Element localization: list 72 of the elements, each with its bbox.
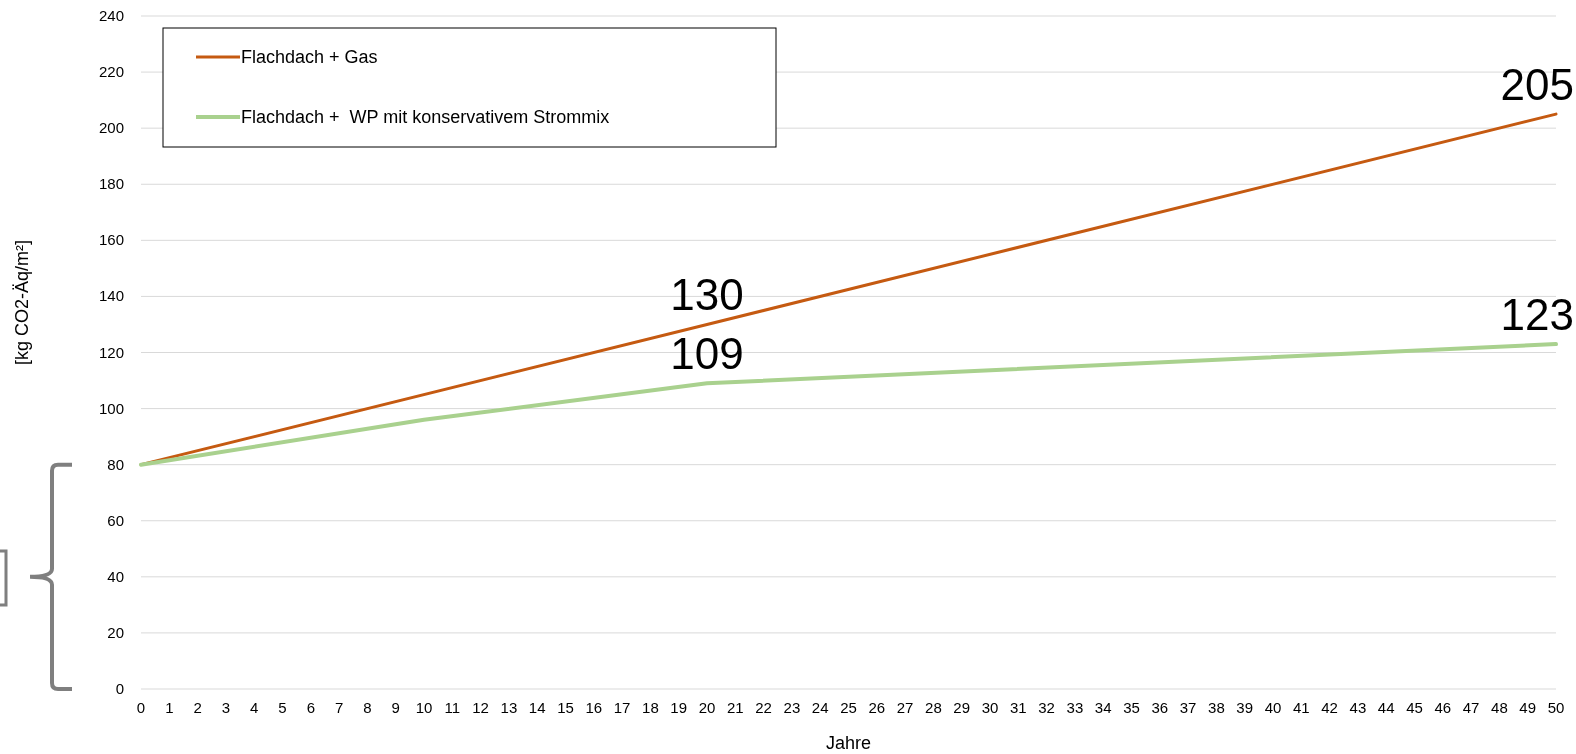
data-label: 205 (1500, 60, 1574, 110)
x-tick-label: 38 (1208, 699, 1225, 716)
data-label: 130 (670, 270, 744, 320)
x-tick-label: 37 (1179, 699, 1197, 716)
x-tick-label: 49 (1519, 699, 1537, 716)
x-tick-label: 17 (613, 699, 631, 716)
x-tick-label: 0 (136, 699, 146, 716)
y-tick-label: 60 (107, 511, 124, 529)
x-tick-label: 40 (1264, 699, 1282, 716)
x-tick-label: 21 (726, 699, 744, 716)
y-tick-label: 220 (98, 63, 124, 81)
x-tick-label: 26 (868, 699, 886, 716)
x-tick-label: 33 (1066, 699, 1084, 716)
x-tick-label: 41 (1292, 699, 1310, 716)
x-tick-label: 3 (221, 699, 231, 716)
x-tick-label: 4 (250, 699, 259, 716)
x-tick-label: 14 (528, 699, 546, 716)
x-tick-label: 7 (334, 699, 344, 716)
x-tick-label: 39 (1236, 699, 1254, 716)
y-tick-label: 100 (98, 399, 124, 417)
x-tick-label: 11 (444, 699, 461, 716)
x-tick-label: 22 (755, 699, 772, 716)
legend-label: Flachdach + WP mit konservativem Strommix (241, 107, 610, 127)
x-tick-label: 27 (896, 699, 914, 716)
x-tick-label: 30 (981, 699, 999, 716)
y-tick-label: 20 (107, 623, 124, 641)
y-axis-title: [kg CO2-Äq/m²] (12, 239, 32, 366)
x-tick-label: 48 (1491, 699, 1508, 716)
x-tick-label: 23 (783, 699, 801, 716)
x-tick-label: 19 (670, 699, 688, 716)
x-tick-label: 24 (811, 699, 829, 716)
x-tick-label: 46 (1434, 699, 1452, 716)
x-axis-title: Jahre (825, 733, 872, 753)
y-tick-label: 120 (98, 343, 124, 361)
x-tick-label: 5 (278, 699, 287, 716)
x-tick-label: 47 (1462, 699, 1480, 716)
x-tick-label: 16 (585, 699, 603, 716)
x-tick-label: 45 (1406, 699, 1423, 716)
x-tick-label: 9 (391, 699, 400, 716)
x-tick-label: 34 (1094, 699, 1112, 716)
x-tick-label: 25 (840, 699, 857, 716)
x-tick-label: 18 (642, 699, 659, 716)
x-tick-label: 44 (1377, 699, 1395, 716)
x-tick-label: 36 (1151, 699, 1169, 716)
x-tick-label: 2 (193, 699, 202, 716)
x-tick-label: 15 (557, 699, 574, 716)
x-tick-label: 20 (698, 699, 716, 716)
x-tick-label: 10 (415, 699, 433, 716)
y-tick-label: 180 (98, 175, 124, 193)
y-tick-label: 140 (98, 287, 124, 305)
y-tick-label: 40 (107, 567, 124, 585)
x-tick-label: 6 (306, 699, 315, 716)
x-tick-label: 12 (472, 699, 489, 716)
x-tick-label: 50 (1547, 699, 1565, 716)
x-tick-label: 31 (1009, 699, 1027, 716)
x-tick-label: 28 (925, 699, 942, 716)
y-tick-label: 80 (107, 455, 124, 473)
x-tick-label: 35 (1123, 699, 1140, 716)
x-tick-label: 1 (165, 699, 174, 716)
y-tick-label: 200 (98, 119, 124, 137)
x-tick-label: 29 (953, 699, 971, 716)
y-tick-label: 0 (115, 680, 124, 697)
x-tick-label: 13 (500, 699, 518, 716)
data-label: 109 (670, 329, 744, 379)
x-tick-label: 32 (1038, 699, 1055, 716)
y-tick-label: 160 (98, 231, 124, 249)
x-tick-label: 8 (363, 699, 372, 716)
data-label: 123 (1500, 290, 1574, 340)
y-tick-label: 240 (98, 7, 124, 24)
legend-label: Flachdach + Gas (241, 47, 378, 67)
x-tick-label: 43 (1349, 699, 1367, 716)
x-tick-label: 42 (1321, 699, 1338, 716)
